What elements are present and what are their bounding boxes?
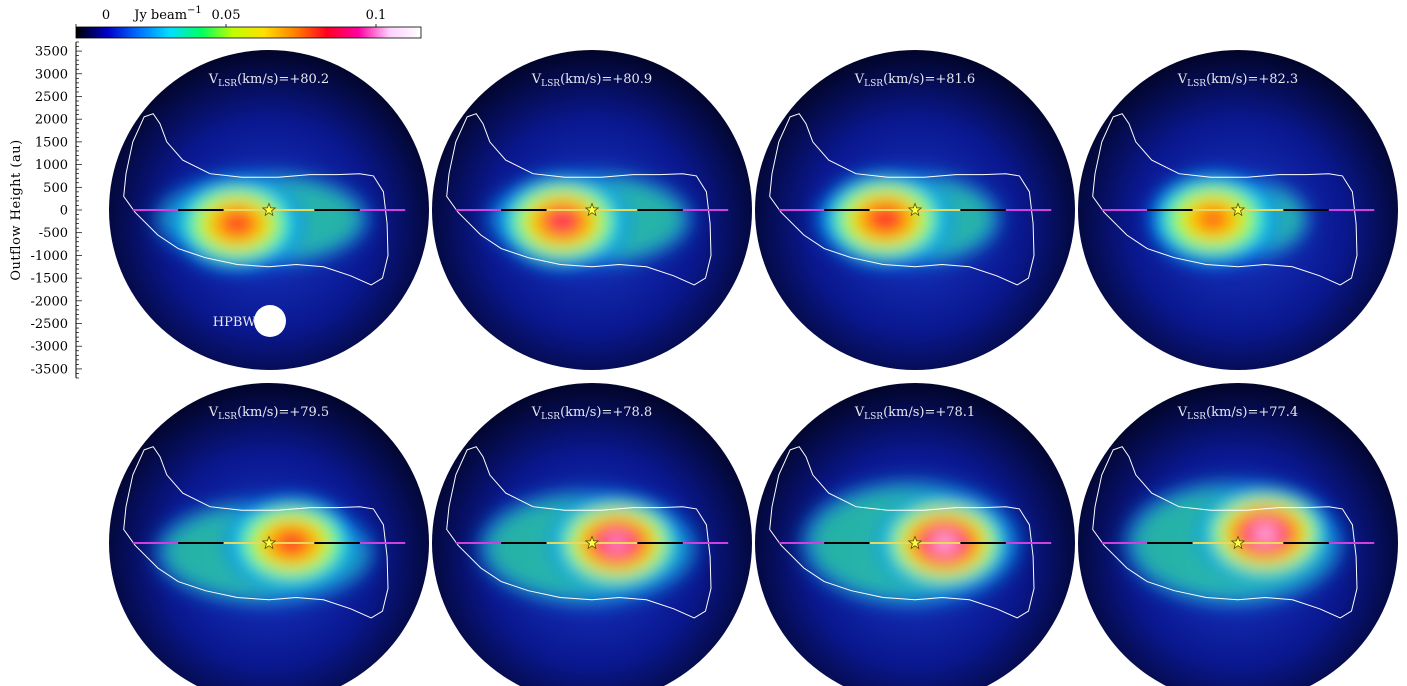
star-marker xyxy=(261,202,277,217)
emission-map xyxy=(154,172,370,274)
channel-panel: VLSR(km/s)=+82.3 xyxy=(1078,50,1398,370)
outflow-contour xyxy=(123,113,389,286)
beam-ellipse xyxy=(254,305,286,337)
star-marker xyxy=(907,202,923,217)
y-tick-label: 1500 xyxy=(35,135,68,150)
y-tick-label: -3000 xyxy=(31,340,68,355)
emission-peak xyxy=(1197,483,1334,584)
y-tick-label: -2500 xyxy=(31,317,68,332)
colorbar-tick-label: 0.1 xyxy=(366,8,387,23)
channel-panels: VLSR(km/s)=+80.2 HPBW: VLSR(km/s)=+80.9 VLS… xyxy=(109,50,1398,686)
y-tick-label: 3000 xyxy=(35,67,68,82)
colorbar-ramp xyxy=(75,26,422,39)
outflow-contour xyxy=(1092,113,1358,286)
colorbar-tick-label: 0 xyxy=(102,8,110,23)
y-tick-label: -1000 xyxy=(31,249,68,264)
channel-panel: VLSR(km/s)=+77.4 xyxy=(1078,383,1398,686)
star-marker xyxy=(1230,535,1246,550)
outflow-contour xyxy=(1092,446,1358,619)
channel-panel: VLSR(km/s)=+80.2 HPBW: xyxy=(109,50,429,370)
y-tick-label: 3500 xyxy=(35,45,68,60)
y-tick-label: -500 xyxy=(39,226,68,241)
y-tick-label: 0 xyxy=(60,204,68,219)
y-tick-label: 2000 xyxy=(35,113,68,128)
outflow-contour xyxy=(446,113,712,286)
velocity-label: VLSR(km/s)=+82.3 xyxy=(1177,72,1298,89)
channel-panel: VLSR(km/s)=+78.8 xyxy=(432,383,752,686)
emission-peak xyxy=(817,169,954,270)
emission-map xyxy=(487,171,693,272)
emission-peak xyxy=(169,173,306,274)
colorbar-unit-exponent: −1 xyxy=(187,5,202,16)
y-tick-label: -2000 xyxy=(31,294,68,309)
y-axis-title: Outflow Height (au) xyxy=(9,139,24,280)
emission-map xyxy=(1144,169,1310,270)
outflow-contour xyxy=(769,113,1035,286)
emission-peak xyxy=(494,171,631,272)
velocity-label: VLSR(km/s)=+80.2 xyxy=(208,72,329,89)
channel-panel: VLSR(km/s)=+79.5 xyxy=(109,383,429,686)
colorbar: 0 0.05 0.1 Jy beam−1 xyxy=(75,5,422,39)
y-tick-label: 1000 xyxy=(35,158,68,173)
y-axis: 3500 3000 2500 2000 1500 1000 500 0 -500 -1000 -15… xyxy=(9,41,82,379)
star-marker xyxy=(907,535,923,550)
emission-map xyxy=(815,169,1002,270)
emission-peak xyxy=(1144,169,1282,270)
channel-panel: VLSR(km/s)=+80.9 xyxy=(432,50,752,370)
star-marker xyxy=(584,202,600,217)
star-marker xyxy=(261,535,277,550)
velocity-label: VLSR(km/s)=+78.1 xyxy=(854,405,975,422)
star-marker xyxy=(584,535,600,550)
colorbar-unit-label: Jy beam−1 xyxy=(132,5,202,23)
channel-panel: VLSR(km/s)=+81.6 xyxy=(755,50,1075,370)
velocity-label: VLSR(km/s)=+80.9 xyxy=(531,72,652,89)
outflow-contour xyxy=(446,446,712,619)
velocity-label: VLSR(km/s)=+77.4 xyxy=(1177,405,1298,422)
y-tick-label: 500 xyxy=(43,181,68,196)
velocity-label: VLSR(km/s)=+81.6 xyxy=(854,72,975,89)
y-tick-label: -1500 xyxy=(31,272,68,287)
outflow-contour xyxy=(769,446,1035,619)
velocity-label: VLSR(km/s)=+78.8 xyxy=(531,405,652,422)
velocity-label: VLSR(km/s)=+79.5 xyxy=(208,405,329,422)
outflow-contour xyxy=(123,446,389,619)
y-tick-label: -3500 xyxy=(31,362,68,377)
colorbar-tick-label: 0.05 xyxy=(212,8,241,23)
star-marker xyxy=(1230,202,1246,217)
y-tick-label: 2500 xyxy=(35,90,68,105)
channel-panel: VLSR(km/s)=+78.1 xyxy=(755,383,1075,686)
beam-label: HPBW: xyxy=(213,315,259,330)
